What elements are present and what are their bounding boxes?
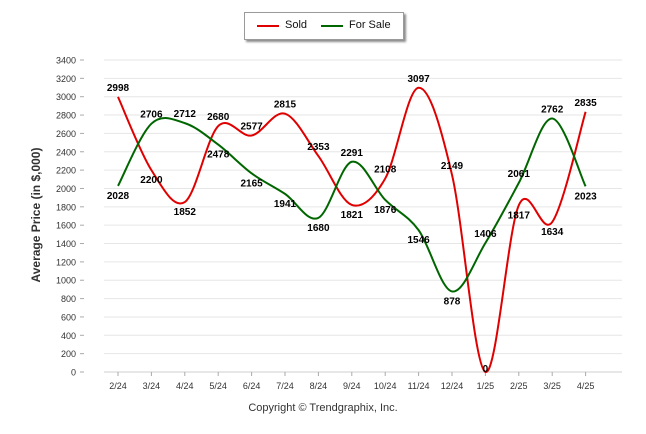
series-line-for-sale bbox=[117, 116, 587, 293]
y-tick-label: 3200 bbox=[56, 74, 76, 84]
data-labels: 2998 2200 1852 2680 2577 2815 2353 1821 2108 3097… bbox=[107, 74, 597, 375]
y-tick-label: 2400 bbox=[56, 147, 76, 157]
data-label-sold: 2815 bbox=[274, 100, 297, 111]
y-tick-label: 800 bbox=[61, 294, 76, 304]
grid-layer bbox=[80, 59, 622, 376]
data-label-sold: 2353 bbox=[307, 142, 330, 153]
legend: Sold For Sale bbox=[244, 12, 404, 40]
x-tick-label: 10/24 bbox=[374, 381, 397, 391]
x-tick-label: 1/25 bbox=[477, 381, 495, 391]
data-label-for-sale: 2165 bbox=[240, 178, 263, 189]
data-label-for-sale: 2706 bbox=[140, 110, 163, 121]
data-label-sold: 1852 bbox=[174, 207, 197, 218]
series-lines bbox=[117, 86, 587, 374]
data-label-for-sale: 878 bbox=[444, 296, 461, 307]
x-tick-label: 3/24 bbox=[143, 381, 161, 391]
y-axis-label: Average Price (in $,000) bbox=[29, 147, 43, 283]
data-label-sold: 2200 bbox=[140, 175, 163, 186]
y-tick-labels: 0 200 400 600 800 1000 1200 1400 1600 1800 2000 220… bbox=[56, 56, 76, 378]
x-tick-label: 9/24 bbox=[343, 381, 361, 391]
data-label-sold: 2680 bbox=[207, 112, 230, 123]
data-label-sold: 2835 bbox=[574, 98, 597, 109]
x-tick-label: 6/24 bbox=[243, 381, 261, 391]
data-label-sold: 0 bbox=[483, 364, 489, 375]
data-label-for-sale: 1876 bbox=[374, 205, 397, 216]
x-tick-label: 12/24 bbox=[441, 381, 464, 391]
y-tick-label: 1800 bbox=[56, 202, 76, 212]
y-tick-label: 2000 bbox=[56, 184, 76, 194]
data-label-sold: 2998 bbox=[107, 83, 130, 94]
series-line-sold bbox=[117, 86, 587, 374]
x-tick-label: 11/24 bbox=[408, 381, 430, 391]
y-tick-label: 1600 bbox=[56, 221, 76, 231]
legend-swatch-for-sale bbox=[321, 25, 343, 27]
x-tick-label: 4/25 bbox=[577, 381, 595, 391]
data-label-sold: 2577 bbox=[240, 122, 263, 133]
y-tick-label: 200 bbox=[61, 349, 76, 359]
data-label-for-sale: 2478 bbox=[207, 150, 230, 161]
y-tick-label: 2200 bbox=[56, 166, 76, 176]
data-label-for-sale: 1680 bbox=[307, 223, 330, 234]
x-tick-label: 5/24 bbox=[209, 381, 227, 391]
x-tick-label: 2/25 bbox=[510, 381, 528, 391]
data-label-for-sale: 2061 bbox=[508, 169, 531, 180]
x-tick-label: 4/24 bbox=[176, 381, 194, 391]
y-tick-label: 2800 bbox=[56, 111, 76, 121]
x-tick-label: 7/24 bbox=[276, 381, 294, 391]
data-label-for-sale: 1941 bbox=[274, 199, 297, 210]
data-label-sold: 1817 bbox=[508, 210, 531, 221]
y-tick-label: 400 bbox=[61, 331, 76, 341]
y-tick-label: 1200 bbox=[56, 257, 76, 267]
data-label-sold: 2149 bbox=[441, 161, 464, 172]
legend-label-for-sale: For Sale bbox=[349, 19, 391, 31]
x-tick-label: 8/24 bbox=[310, 381, 328, 391]
legend-swatch-sold bbox=[257, 25, 279, 27]
data-label-sold: 3097 bbox=[407, 74, 430, 85]
data-label-for-sale: 2028 bbox=[107, 191, 130, 202]
y-tick-label: 1400 bbox=[56, 239, 76, 249]
data-label-for-sale: 1546 bbox=[407, 235, 430, 246]
x-tick-label: 3/25 bbox=[543, 381, 561, 391]
copyright-text: Copyright © Trendgraphix, Inc. bbox=[248, 402, 398, 414]
y-tick-label: 3400 bbox=[56, 56, 76, 66]
y-tick-label: 2600 bbox=[56, 129, 76, 139]
x-tick-labels: 2/24 3/24 4/24 5/24 6/24 7/24 8/24 9/24 10/24 11/… bbox=[109, 381, 594, 391]
y-tick-label: 1000 bbox=[56, 276, 76, 286]
data-label-sold: 1634 bbox=[541, 227, 564, 238]
data-label-for-sale: 2291 bbox=[341, 148, 364, 159]
y-tick-label: 3000 bbox=[56, 92, 76, 102]
y-tick-label: 0 bbox=[71, 368, 76, 378]
x-tick-label: 2/24 bbox=[109, 381, 127, 391]
data-label-for-sale: 2023 bbox=[574, 191, 597, 202]
y-tick-label: 600 bbox=[61, 312, 76, 322]
legend-label-sold: Sold bbox=[285, 19, 308, 31]
data-label-sold: 2108 bbox=[374, 165, 397, 176]
data-label-for-sale: 2712 bbox=[174, 109, 197, 120]
data-label-sold: 1821 bbox=[341, 210, 364, 221]
data-label-for-sale: 2762 bbox=[541, 105, 564, 116]
data-label-for-sale: 1406 bbox=[474, 229, 497, 240]
